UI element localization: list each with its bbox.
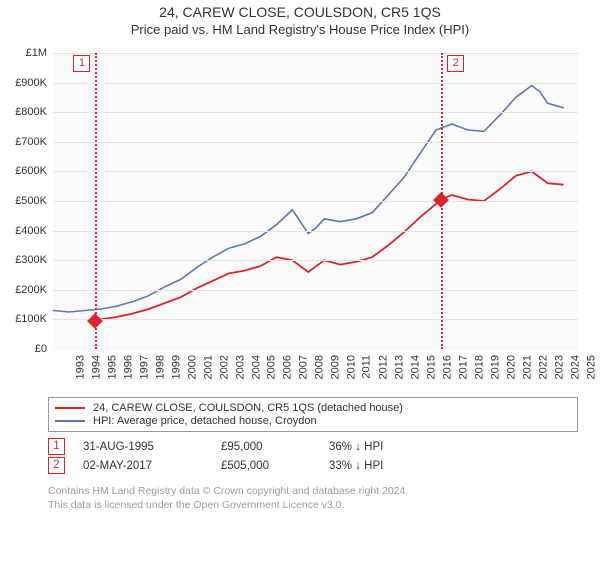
x-axis-label: 2007	[298, 355, 310, 379]
legend-label: 24, CAREW CLOSE, COULSDON, CR5 1QS (deta…	[93, 402, 403, 414]
sale-row: 2 02-MAY-2017 £505,000 33% ↓ HPI	[48, 457, 595, 474]
legend-swatch	[55, 407, 85, 409]
x-axis-label: 1999	[170, 355, 182, 379]
x-axis-label: 2025	[585, 355, 597, 379]
x-axis-label: 1998	[154, 355, 166, 379]
sale-date: 31-AUG-1995	[83, 441, 203, 453]
y-axis-label: £800K	[5, 106, 47, 118]
chart-area: £0 £100K £200K £300K £400K £500K £600K £700K £80…	[5, 43, 595, 383]
x-axis-label: 2015	[426, 355, 438, 379]
gridline	[53, 201, 578, 202]
x-axis-label: 2002	[218, 355, 230, 379]
x-axis-label: 2009	[330, 355, 342, 379]
title-line1: 24, CAREW CLOSE, COULSDON, CR5 1QS	[0, 4, 600, 20]
x-axis-label: 1995	[106, 355, 118, 379]
sale-marker-line	[95, 53, 98, 349]
x-axis-label: 1997	[138, 355, 150, 379]
gridline	[53, 112, 578, 113]
footer-line2: This data is licensed under the Open Gov…	[48, 498, 595, 512]
x-axis-label: 2020	[505, 355, 517, 379]
x-axis-label: 2016	[442, 355, 454, 379]
x-axis-label: 2019	[489, 355, 501, 379]
x-axis-label: 2018	[473, 355, 485, 379]
x-axis-label: 2012	[378, 355, 390, 379]
x-axis-label: 2011	[361, 355, 373, 379]
y-axis-label: £0	[5, 343, 47, 355]
x-axis-label: 2024	[569, 355, 581, 379]
legend-swatch	[55, 420, 85, 422]
sales-table: 1 31-AUG-1995 £95,000 36% ↓ HPI 2 02-MAY-2017…	[48, 438, 595, 474]
x-axis-label: 2017	[457, 355, 469, 379]
gridline	[53, 142, 578, 143]
sale-badge: 1	[73, 55, 90, 72]
series-line	[95, 171, 563, 321]
sale-diff: 33% ↓ HPI	[329, 460, 429, 472]
sale-badge: 2	[447, 55, 464, 72]
x-axis-label: 1993	[74, 355, 86, 379]
x-axis-label: 2022	[537, 355, 549, 379]
x-axis-label: 2005	[266, 355, 278, 379]
x-axis-label: 2001	[202, 355, 214, 379]
y-axis-label: £1M	[5, 47, 47, 59]
sale-price: £505,000	[221, 460, 311, 472]
gridline	[53, 231, 578, 232]
x-axis-label: 2006	[282, 355, 294, 379]
sale-row-badge: 2	[48, 457, 65, 474]
footer-attribution: Contains HM Land Registry data © Crown c…	[48, 484, 595, 512]
x-axis-label: 1996	[122, 355, 134, 379]
y-axis-label: £600K	[5, 165, 47, 177]
x-axis-label: 1994	[90, 355, 102, 379]
legend-row: HPI: Average price, detached house, Croy…	[55, 415, 571, 427]
legend: 24, CAREW CLOSE, COULSDON, CR5 1QS (deta…	[48, 397, 578, 432]
legend-label: HPI: Average price, detached house, Croy…	[93, 415, 317, 427]
x-axis-label: 2021	[521, 355, 533, 379]
gridline	[53, 290, 578, 291]
sale-date: 02-MAY-2017	[83, 460, 203, 472]
sale-diff: 36% ↓ HPI	[329, 441, 429, 453]
x-axis-label: 2004	[250, 355, 262, 379]
sale-price: £95,000	[221, 441, 311, 453]
y-axis-label: £300K	[5, 254, 47, 266]
gridline	[53, 260, 578, 261]
y-axis-label: £100K	[5, 313, 47, 325]
gridline	[53, 319, 578, 320]
y-axis-label: £500K	[5, 195, 47, 207]
y-axis-label: £400K	[5, 225, 47, 237]
y-axis-label: £200K	[5, 284, 47, 296]
sale-row: 1 31-AUG-1995 £95,000 36% ↓ HPI	[48, 438, 595, 455]
gridline	[53, 171, 578, 172]
x-axis-label: 2008	[314, 355, 326, 379]
y-axis-label: £700K	[5, 136, 47, 148]
gridline	[53, 83, 578, 84]
legend-row: 24, CAREW CLOSE, COULSDON, CR5 1QS (deta…	[55, 402, 571, 414]
footer-line1: Contains HM Land Registry data © Crown c…	[48, 484, 595, 498]
x-axis-label: 2000	[186, 355, 198, 379]
title-line2: Price paid vs. HM Land Registry's House …	[0, 22, 600, 37]
x-axis-label: 2003	[234, 355, 246, 379]
y-axis-label: £900K	[5, 77, 47, 89]
x-axis-label: 2014	[410, 355, 422, 379]
x-axis-label: 2010	[346, 355, 358, 379]
x-axis-label: 2013	[394, 355, 406, 379]
sale-row-badge: 1	[48, 438, 65, 455]
x-axis-label: 2023	[553, 355, 565, 379]
